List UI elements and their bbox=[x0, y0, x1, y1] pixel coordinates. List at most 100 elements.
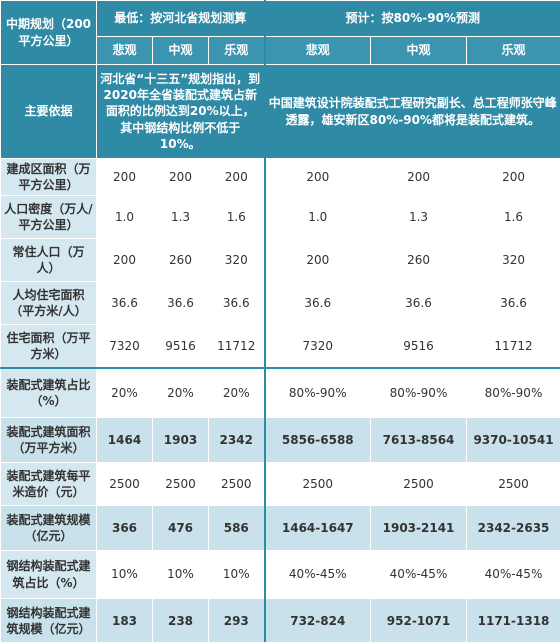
value-cell: 1.6 bbox=[466, 195, 560, 239]
value-cell: 293 bbox=[207, 598, 266, 642]
value-cell: 2500 bbox=[263, 462, 372, 506]
value-cell: 2500 bbox=[370, 462, 468, 506]
value-cell: 200 bbox=[207, 158, 266, 196]
value-cell: 1903-2141 bbox=[370, 505, 468, 551]
value-cell: 36.6 bbox=[466, 281, 560, 325]
value-cell: 10% bbox=[152, 550, 209, 599]
value-cell: 1.6 bbox=[207, 195, 266, 239]
value-cell: 9516 bbox=[152, 324, 209, 368]
value-cell: 1.0 bbox=[263, 195, 372, 239]
table-row: 装配式建筑规模（亿元） 366 476 586 1464-1647 1903-2141 23… bbox=[0, 505, 560, 551]
basis-label: 主要依据 bbox=[0, 64, 97, 159]
value-cell: 7320 bbox=[263, 324, 372, 368]
table-row: 装配式建筑面积（万平方米） 1464 1903 2342 5856-6588 7613-8… bbox=[0, 417, 560, 463]
value-cell: 200 bbox=[370, 158, 468, 196]
value-cell: 952-1071 bbox=[370, 598, 468, 642]
group-header-est: 预计：按80%-90%预测 bbox=[263, 0, 560, 37]
value-cell: 10% bbox=[207, 550, 266, 599]
value-cell: 80%-90% bbox=[370, 366, 468, 418]
row-label: 人均住宅面积（平方米/人） bbox=[0, 281, 97, 325]
value-cell: 36.6 bbox=[263, 281, 372, 325]
value-cell: 36.6 bbox=[96, 281, 153, 325]
value-cell: 40%-45% bbox=[466, 550, 560, 599]
basis-est-text: 中国建筑设计院装配式工程研究副长、总工程师张守峰透露，雄安新区80%-90%都将… bbox=[263, 64, 560, 159]
scenario-header: 悲观 bbox=[263, 36, 372, 65]
table-row: 建成区面积（万平方公里） 200 200 200 200 200 200 bbox=[0, 158, 560, 196]
value-cell: 1903 bbox=[152, 417, 209, 463]
row-label: 装配式建筑规模（亿元） bbox=[0, 505, 97, 551]
table-row: 装配式建筑占比（%） 20% 20% 20% 80%-90% 80%-90% 80%-90% bbox=[0, 366, 560, 418]
row-label: 建成区面积（万平方公里） bbox=[0, 158, 97, 196]
value-cell: 476 bbox=[152, 505, 209, 551]
table-row: 钢结构装配式建筑占比（%） 10% 10% 10% 40%-45% 40%-45% 40%-… bbox=[0, 550, 560, 599]
row-label: 装配式建筑每平米造价（元） bbox=[0, 462, 97, 506]
value-cell: 200 bbox=[466, 158, 560, 196]
value-cell: 200 bbox=[96, 158, 153, 196]
value-cell: 260 bbox=[370, 238, 468, 282]
value-cell: 40%-45% bbox=[370, 550, 468, 599]
value-cell: 20% bbox=[152, 366, 209, 418]
value-cell: 366 bbox=[96, 505, 153, 551]
row-label: 人口密度（万人/平方公里） bbox=[0, 195, 97, 239]
value-cell: 5856-6588 bbox=[263, 417, 372, 463]
value-cell: 2342 bbox=[207, 417, 266, 463]
group-header-min: 最低：按河北省规划测算 bbox=[95, 0, 266, 37]
value-cell: 36.6 bbox=[370, 281, 468, 325]
value-cell: 1464 bbox=[96, 417, 153, 463]
row-label: 钢结构装配式建筑规模（亿元） bbox=[0, 598, 97, 642]
value-cell: 1171-1318 bbox=[466, 598, 560, 642]
value-cell: 1464-1647 bbox=[263, 505, 372, 551]
value-cell: 10% bbox=[96, 550, 153, 599]
row-label: 常住人口（万人） bbox=[0, 238, 97, 282]
table-row: 装配式建筑每平米造价（元） 2500 2500 2500 2500 2500 2500 bbox=[0, 462, 560, 506]
row-label: 装配式建筑面积（万平方米） bbox=[0, 417, 97, 463]
value-cell: 2500 bbox=[96, 462, 153, 506]
value-cell: 2500 bbox=[466, 462, 560, 506]
table-row: 钢结构装配式建筑规模（亿元） 183 238 293 732-824 952-1071 11… bbox=[0, 598, 560, 642]
header-row-2: 悲观 中观 乐观 悲观 中观 乐观 bbox=[1, 36, 560, 65]
value-cell: 1.0 bbox=[96, 195, 153, 239]
value-cell: 200 bbox=[263, 158, 372, 196]
value-cell: 183 bbox=[96, 598, 153, 642]
table-row: 人口密度（万人/平方公里） 1.0 1.3 1.6 1.0 1.3 1.6 bbox=[0, 195, 560, 239]
scenario-header: 乐观 bbox=[207, 36, 266, 65]
basis-row: 主要依据 河北省“十三五”规划指出，到2020年全省装配式建筑占新面积的比例达到… bbox=[0, 64, 560, 159]
row-label: 钢结构装配式建筑占比（%） bbox=[0, 550, 97, 599]
corner-header: 中期规划（200平方公里） bbox=[0, 0, 97, 65]
value-cell: 1.3 bbox=[152, 195, 209, 239]
row-label: 住宅面积（万平方米） bbox=[0, 324, 97, 368]
table-row: 常住人口（万人） 200 260 320 200 260 320 bbox=[0, 238, 560, 282]
header-row-1: 中期规划（200平方公里） 最低：按河北省规划测算 预计：按80%-90%预测 bbox=[0, 0, 560, 65]
value-cell: 40%-45% bbox=[263, 550, 372, 599]
value-cell: 20% bbox=[96, 366, 153, 418]
scenario-header: 乐观 bbox=[466, 36, 560, 65]
value-cell: 9516 bbox=[370, 324, 468, 368]
value-cell: 7613-8564 bbox=[370, 417, 468, 463]
table-body: 建成区面积（万平方公里） 200 200 200 200 200 200 人口密度（万人/平方… bbox=[0, 158, 560, 642]
value-cell: 20% bbox=[207, 366, 266, 418]
value-cell: 320 bbox=[207, 238, 266, 282]
value-cell: 80%-90% bbox=[263, 366, 372, 418]
value-cell: 9370-10541 bbox=[466, 417, 560, 463]
table-row: 住宅面积（万平方米） 7320 9516 11712 7320 9516 11712 bbox=[0, 324, 560, 368]
value-cell: 7320 bbox=[96, 324, 153, 368]
basis-min-text: 河北省“十三五”规划指出，到2020年全省装配式建筑占新面积的比例达到20%以上… bbox=[95, 64, 266, 159]
table-row: 人均住宅面积（平方米/人） 36.6 36.6 36.6 36.6 36.6 36.6 bbox=[0, 281, 560, 325]
value-cell: 11712 bbox=[466, 324, 560, 368]
value-cell: 586 bbox=[207, 505, 266, 551]
row-label: 装配式建筑占比（%） bbox=[0, 366, 97, 418]
value-cell: 1.3 bbox=[370, 195, 468, 239]
value-cell: 2500 bbox=[207, 462, 266, 506]
scenario-header: 中观 bbox=[370, 36, 468, 65]
value-cell: 732-824 bbox=[263, 598, 372, 642]
value-cell: 200 bbox=[263, 238, 372, 282]
value-cell: 200 bbox=[96, 238, 153, 282]
value-cell: 36.6 bbox=[207, 281, 266, 325]
value-cell: 238 bbox=[152, 598, 209, 642]
value-cell: 11712 bbox=[207, 324, 266, 368]
scenario-header: 中观 bbox=[152, 36, 209, 65]
value-cell: 200 bbox=[152, 158, 209, 196]
value-cell: 320 bbox=[466, 238, 560, 282]
value-cell: 2342-2635 bbox=[466, 505, 560, 551]
